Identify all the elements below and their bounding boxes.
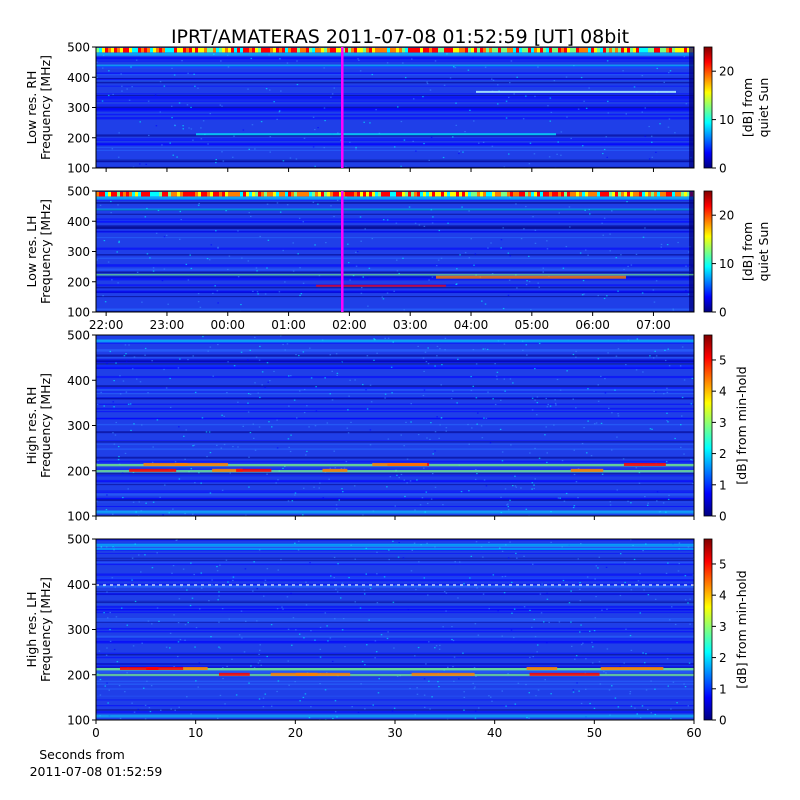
colorbar-label: [dB] from min-hold xyxy=(734,570,749,688)
y-axis-label: Frequency [MHz] xyxy=(38,577,53,682)
colorbar-tick-label: 20 xyxy=(719,209,734,223)
panel-3: 100 200 300 400 500 High res. RH Frequency [MH… xyxy=(24,329,749,524)
colorbar-tick-label: 0 xyxy=(719,714,727,728)
y-tick-label: 500 xyxy=(67,329,90,343)
colorbar xyxy=(703,190,713,313)
x-tick-label: 40 xyxy=(487,726,502,740)
spectrogram-texture xyxy=(96,191,694,312)
x-axis-label: 2011-07-08 01:52:59 xyxy=(30,764,163,779)
x-tick-label: 01:00 xyxy=(271,318,306,332)
chart-title: IPRT/AMATERAS 2011-07-08 01:52:59 [UT] 0… xyxy=(171,26,629,48)
colorbar-tick-label: 4 xyxy=(719,385,727,399)
colorbar-tick-label: 10 xyxy=(719,257,734,271)
x-tick-label: 50 xyxy=(587,726,602,740)
y-axis-label: Low res. RH xyxy=(24,71,39,145)
y-tick-label: 400 xyxy=(67,215,90,229)
colorbar-tick-label: 3 xyxy=(719,620,727,634)
x-tick-label: 10 xyxy=(188,726,203,740)
y-axis-label: Frequency [MHz] xyxy=(38,373,53,478)
x-tick-label: 02:00 xyxy=(332,318,367,332)
colorbar xyxy=(703,46,713,169)
colorbar xyxy=(703,538,713,721)
y-tick-label: 300 xyxy=(67,245,90,259)
y-axis-label: Low res. LH xyxy=(24,216,39,288)
y-tick-label: 500 xyxy=(67,185,90,199)
y-axis-label: High res. RH xyxy=(24,387,39,465)
y-tick-label: 500 xyxy=(67,533,90,547)
x-tick-label: 03:00 xyxy=(393,318,428,332)
y-tick-label: 200 xyxy=(67,131,90,145)
y-tick-label: 200 xyxy=(67,275,90,289)
colorbar-tick-label: 0 xyxy=(719,510,727,524)
x-tick-label: 04:00 xyxy=(454,318,489,332)
y-tick-label: 100 xyxy=(67,306,90,320)
colorbar-tick-label: 3 xyxy=(719,416,727,430)
x-tick-label: 60 xyxy=(686,726,701,740)
y-tick-label: 200 xyxy=(67,668,90,682)
x-tick-label: 23:00 xyxy=(150,318,185,332)
x-tick-label: 07:00 xyxy=(636,318,671,332)
y-tick-label: 400 xyxy=(67,374,90,388)
colorbar-tick-label: 2 xyxy=(719,651,727,665)
spectrogram-texture xyxy=(96,539,694,720)
colorbar-label: [dB] from min-hold xyxy=(734,366,749,484)
y-tick-label: 400 xyxy=(67,578,90,592)
y-axis-label: Frequency [MHz] xyxy=(38,55,53,160)
x-tick-label: 06:00 xyxy=(575,318,610,332)
colorbar-label: [dB] from xyxy=(740,78,755,137)
colorbar-label: [dB] from xyxy=(740,222,755,281)
x-tick-label: 00:00 xyxy=(210,318,245,332)
y-tick-label: 200 xyxy=(67,464,90,478)
colorbar-label: quiet Sun xyxy=(756,78,771,138)
colorbar-tick-label: 2 xyxy=(719,447,727,461)
colorbar xyxy=(703,334,713,517)
x-tick-label: 30 xyxy=(387,726,402,740)
colorbar-tick-label: 0 xyxy=(719,306,727,320)
colorbar-tick-label: 5 xyxy=(719,353,727,367)
colorbar-tick-label: 0 xyxy=(719,162,727,176)
colorbar-label: quiet Sun xyxy=(756,222,771,282)
colorbar-tick-label: 20 xyxy=(719,65,734,79)
y-tick-label: 300 xyxy=(67,623,90,637)
y-tick-label: 300 xyxy=(67,419,90,433)
colorbar-tick-label: 1 xyxy=(719,478,727,492)
y-tick-label: 300 xyxy=(67,101,90,115)
spectrogram-texture xyxy=(96,47,694,168)
spectrogram-texture xyxy=(96,335,694,516)
x-tick-label: 05:00 xyxy=(515,318,550,332)
y-tick-label: 100 xyxy=(67,714,90,728)
y-tick-label: 100 xyxy=(67,510,90,524)
y-axis-label: Frequency [MHz] xyxy=(38,199,53,304)
colorbar-tick-label: 10 xyxy=(719,113,734,127)
colorbar-tick-label: 5 xyxy=(719,557,727,571)
y-tick-label: 500 xyxy=(67,41,90,55)
y-tick-label: 100 xyxy=(67,162,90,176)
x-tick-label: 20 xyxy=(288,726,303,740)
y-tick-label: 400 xyxy=(67,71,90,85)
y-axis-label: High res. LH xyxy=(24,591,39,667)
x-tick-label: 0 xyxy=(92,726,100,740)
x-axis-label: Seconds from xyxy=(39,747,125,762)
colorbar-tick-label: 1 xyxy=(719,682,727,696)
colorbar-tick-label: 4 xyxy=(719,589,727,603)
x-tick-label: 22:00 xyxy=(89,318,124,332)
